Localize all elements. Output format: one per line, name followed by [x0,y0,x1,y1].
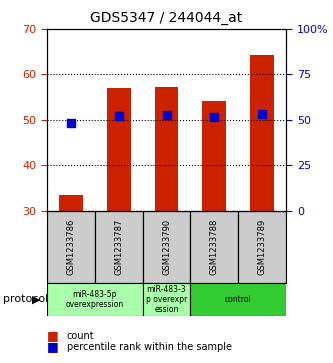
Bar [202,101,226,211]
FancyBboxPatch shape [190,283,286,316]
Text: ▶: ▶ [32,294,40,305]
FancyBboxPatch shape [190,211,238,283]
FancyBboxPatch shape [238,211,286,283]
Text: count: count [67,331,94,341]
Text: GSM1233788: GSM1233788 [210,219,219,275]
FancyBboxPatch shape [143,283,190,316]
Text: miR-483-3
p overexpr
ession: miR-483-3 p overexpr ession [146,285,187,314]
Text: GSM1233790: GSM1233790 [162,219,171,275]
Bar [155,87,178,211]
Text: ■: ■ [47,329,58,342]
Bar [59,195,83,211]
Text: GSM1233789: GSM1233789 [258,219,267,275]
Point [68,121,73,126]
Text: control: control [225,295,252,304]
Bar [107,88,131,211]
FancyBboxPatch shape [95,211,143,283]
Text: miR-483-5p
overexpression: miR-483-5p overexpression [66,290,124,309]
Point [164,112,169,118]
Text: percentile rank within the sample: percentile rank within the sample [67,342,231,352]
FancyBboxPatch shape [47,211,95,283]
Text: ■: ■ [47,340,58,353]
Text: GSM1233787: GSM1233787 [114,219,123,275]
Point [116,113,121,119]
Title: GDS5347 / 244044_at: GDS5347 / 244044_at [90,11,243,25]
FancyBboxPatch shape [47,283,143,316]
FancyBboxPatch shape [143,211,190,283]
Point [212,114,217,120]
Text: protocol: protocol [3,294,49,305]
Text: GSM1233786: GSM1233786 [66,219,75,275]
Bar [250,55,274,211]
Point [260,111,265,117]
